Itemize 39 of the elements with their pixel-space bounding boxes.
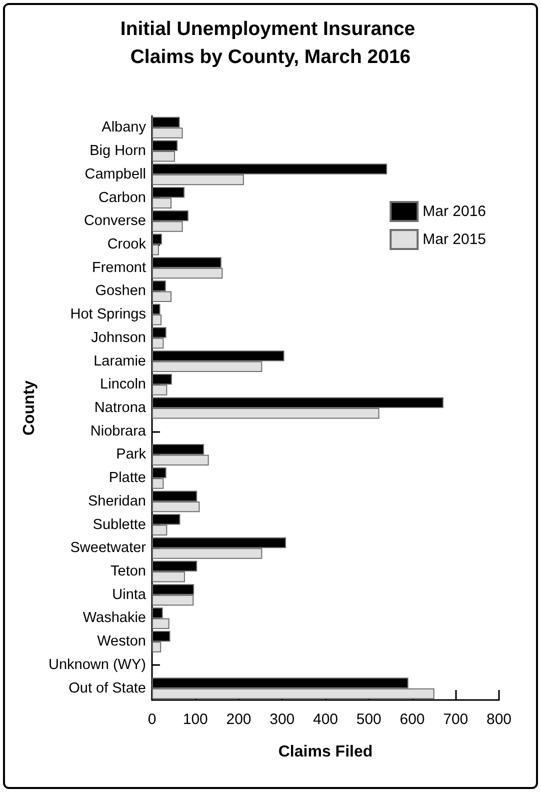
y-tick-label: Out of State [68,680,146,696]
y-tick-label: Washakie [82,610,146,626]
y-tick-label: Converse [84,213,146,230]
y-tick-label: Natrona [94,400,147,416]
y-tick-label: Park [116,446,147,463]
x-tick-label: 600 [400,711,425,728]
chart-title: Initial Unemployment Insurance Claims by County, March 2016 [120,18,421,68]
y-tick-label: Sweetwater [70,540,146,556]
y-tick-label: Platte [108,470,146,486]
x-tick-label: 100 [182,711,208,728]
y-tick-label: Hot Springs [70,306,146,323]
y-tick-label: Unknown (WY) [48,656,146,673]
x-tick-label: 200 [226,711,252,728]
y-tick-label: Crook [107,236,147,252]
x-tick-label: 800 [486,711,512,728]
y-tick-label: Fremont [92,260,146,276]
x-tick-label: 700 [443,711,468,728]
y-tick-label: Goshen [95,283,146,300]
x-tick-label: 400 [312,711,338,728]
y-tick-label: Niobrara [90,423,147,440]
y-tick-label: Albany [102,120,147,136]
x-tick-label: 0 [148,711,156,728]
y-tick-label: Big Horn [90,143,146,160]
y-tick-label: Uinta [112,586,147,603]
y-tick-label: Weston [97,634,146,650]
y-tick-label: Lincoln [100,376,146,393]
y-tick-label: Campbell [84,166,146,182]
x-axis-title: Claims Filed [278,744,373,760]
y-tick-label: Sheridan [88,493,146,510]
y-axis-title: County [21,380,38,436]
y-tick-label: Sublette [92,516,146,533]
legend-label: Mar 2016 [422,203,486,220]
y-tick-label: Johnson [91,330,146,346]
legend-label: Mar 2015 [422,231,486,248]
y-tick-label: Carbon [98,190,146,206]
y-tick-label: Laramie [94,353,146,370]
x-tick-label: 500 [356,711,382,728]
y-tick-label: Teton [110,564,146,580]
x-tick-label: 300 [270,711,295,728]
